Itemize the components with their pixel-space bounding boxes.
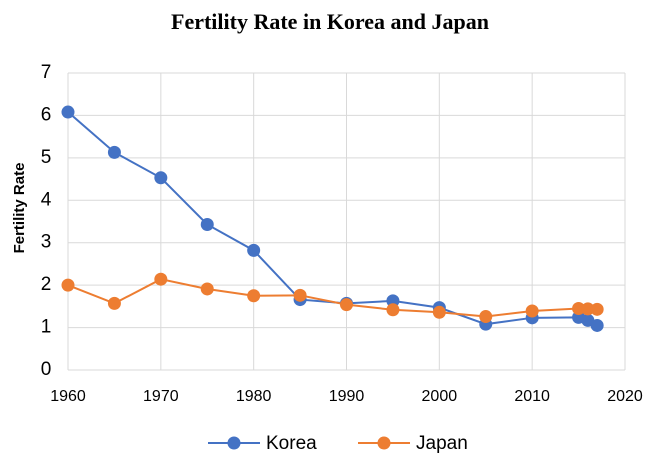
data-point	[590, 302, 604, 316]
x-tick-label: 2000	[422, 388, 458, 405]
data-point	[200, 282, 214, 296]
data-point	[572, 301, 586, 315]
x-tick-label: 2020	[607, 388, 643, 405]
x-tick-label: 1980	[236, 388, 272, 405]
legend-marker	[227, 436, 241, 450]
data-point	[340, 298, 353, 312]
legend-label: Korea	[266, 433, 317, 454]
y-tick-label: 0	[41, 359, 52, 380]
y-tick-label: 2	[41, 274, 52, 295]
data-point	[525, 304, 539, 318]
legend-label: Japan	[416, 433, 468, 454]
y-tick-label: 5	[41, 147, 52, 168]
data-point	[386, 294, 400, 308]
y-tick-label: 4	[41, 189, 52, 210]
legend-marker	[377, 436, 391, 450]
y-axis-label: Fertility Rate	[11, 163, 28, 254]
data-point	[479, 310, 493, 324]
data-point	[293, 288, 307, 302]
x-tick-label: 1990	[329, 388, 365, 405]
y-tick-label: 7	[41, 62, 52, 83]
chart-title: Fertility Rate in Korea and Japan	[171, 9, 489, 34]
data-point	[200, 217, 214, 231]
x-tick-label: 1960	[50, 388, 86, 405]
y-tick-label: 6	[41, 104, 52, 125]
series-line	[67, 278, 598, 318]
data-point	[432, 305, 446, 319]
data-point	[247, 243, 261, 257]
data-point	[590, 318, 604, 332]
data-point	[61, 278, 75, 292]
data-point	[154, 171, 168, 185]
data-point	[154, 272, 168, 286]
data-point	[107, 296, 121, 310]
data-point	[581, 302, 595, 316]
data-point	[107, 145, 121, 159]
series-line	[67, 111, 598, 327]
data-point	[247, 289, 261, 303]
y-tick-label: 1	[41, 317, 52, 338]
y-tick-label: 3	[41, 232, 52, 253]
data-point	[386, 303, 400, 317]
x-tick-label: 2010	[514, 388, 550, 405]
data-point	[61, 105, 75, 119]
x-tick-label: 1970	[143, 388, 179, 405]
